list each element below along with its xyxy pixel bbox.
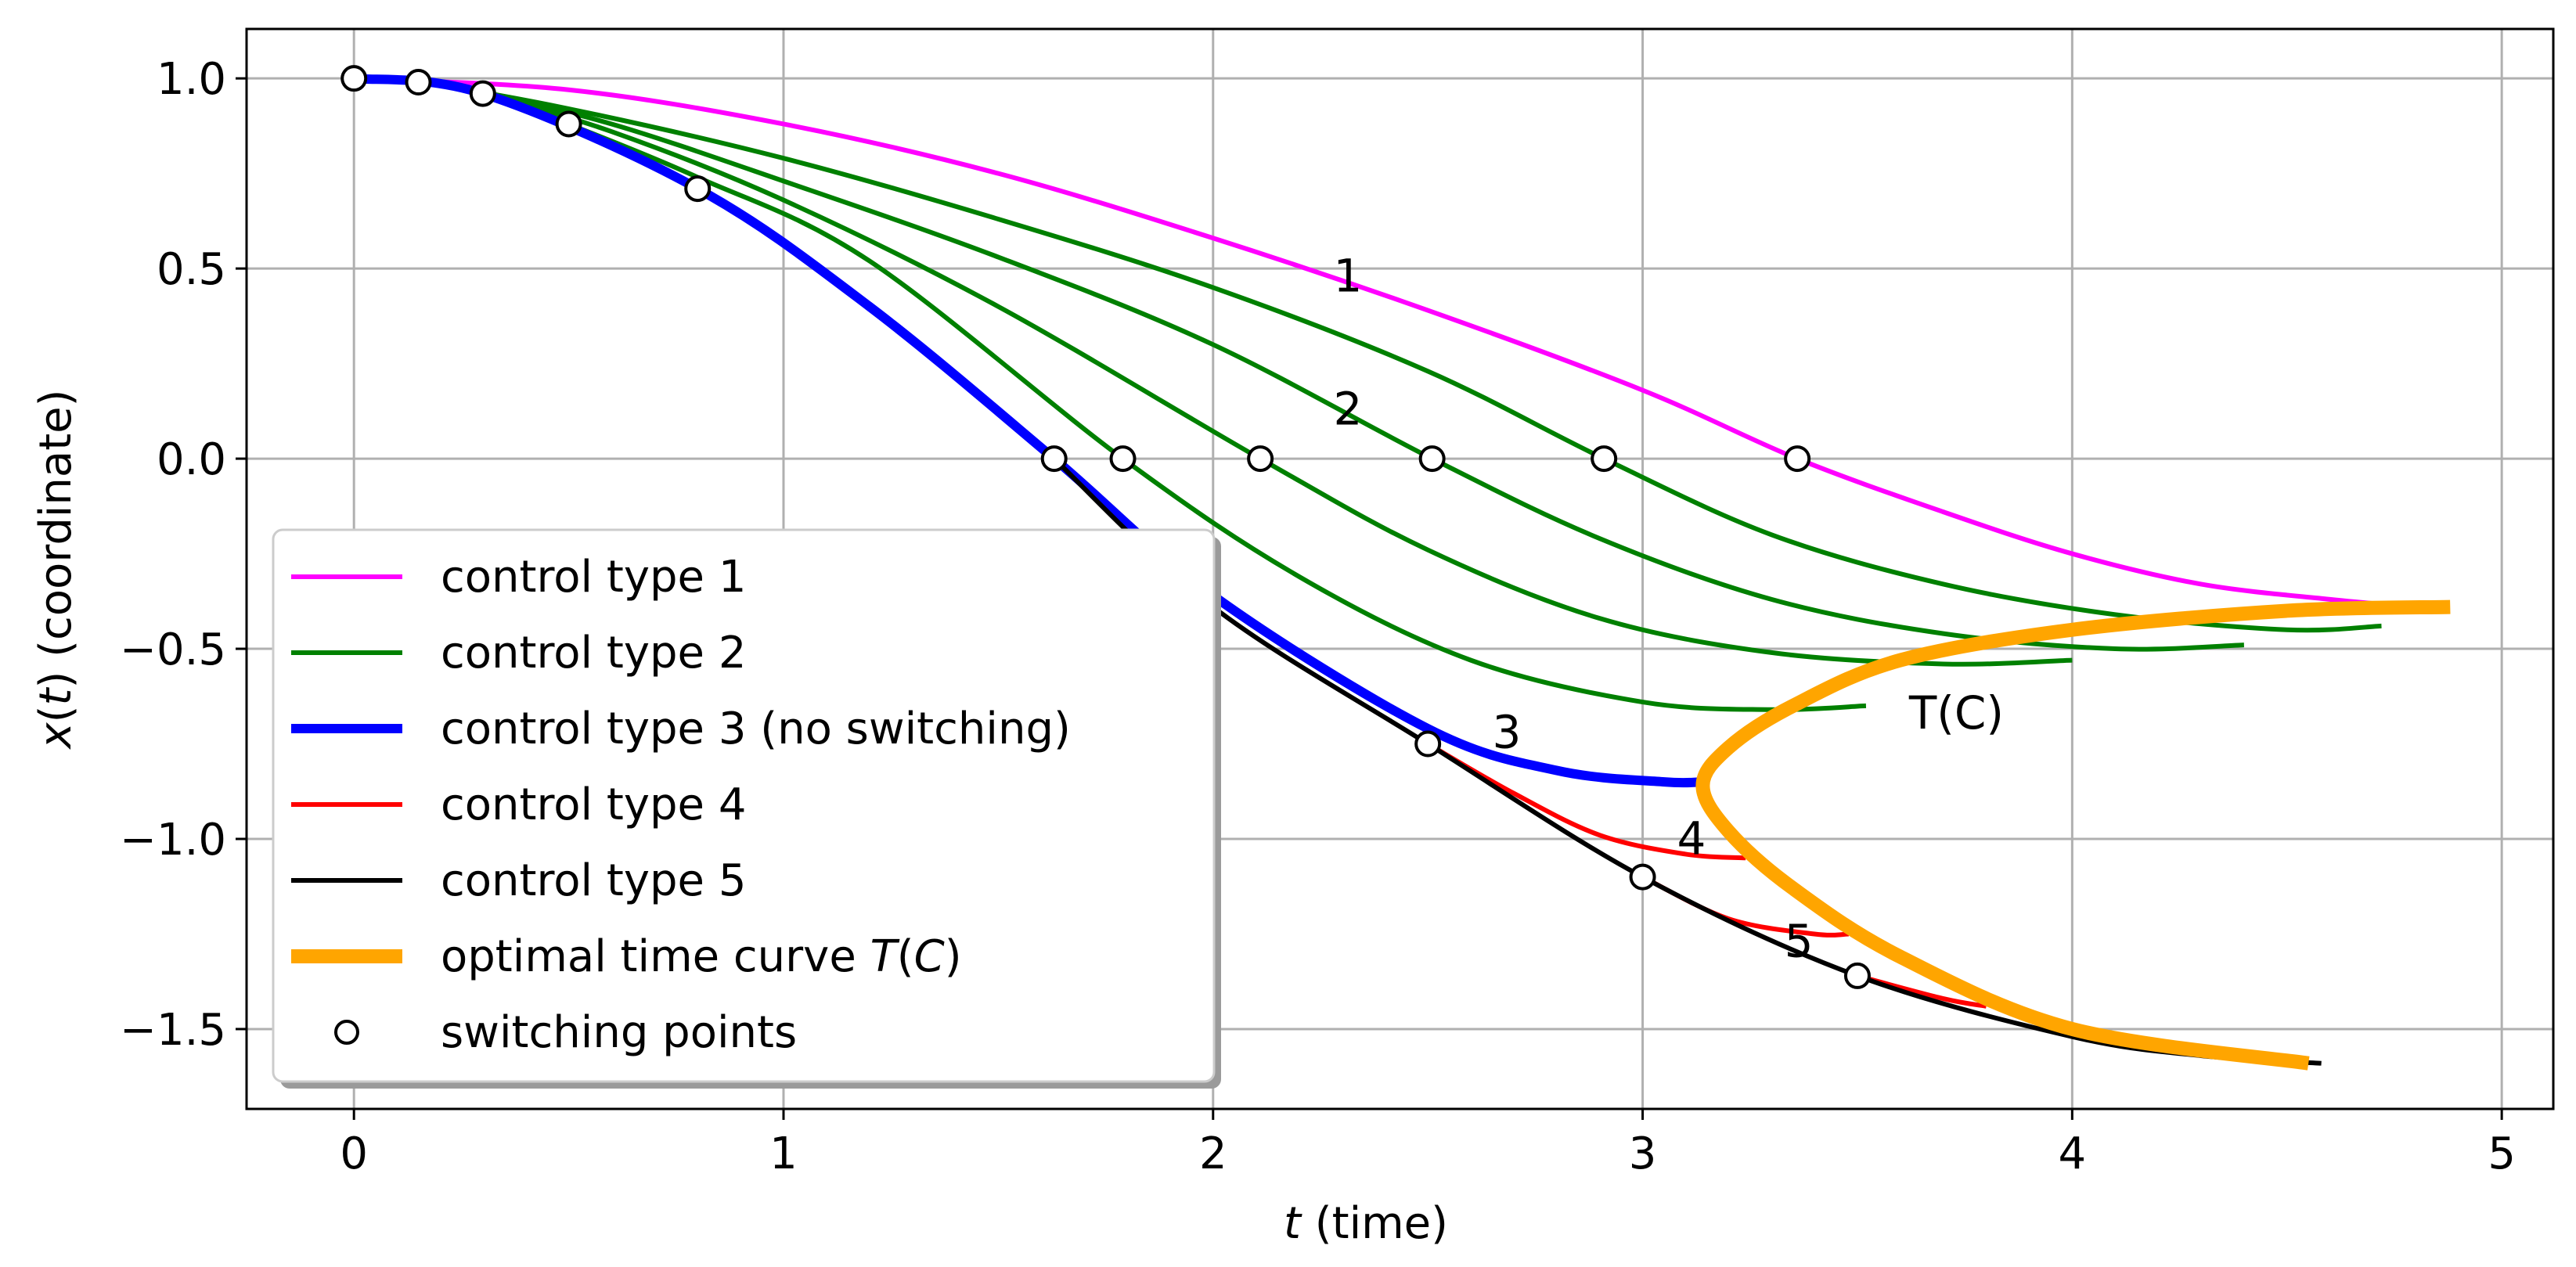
x-axis-label: t (time): [1284, 1198, 1448, 1249]
switching-point: [340, 65, 368, 92]
series-control-type-2-c: [481, 91, 2073, 667]
curve-annotation: 4: [1677, 812, 1706, 865]
switching-point: [1040, 445, 1068, 473]
switching-point: [1414, 730, 1442, 758]
series-group: [353, 74, 2451, 1071]
legend-label-type2: control type 2: [441, 628, 746, 678]
switching-point: [684, 175, 712, 203]
x-tick-label: 1: [769, 1128, 798, 1179]
switching-point: [1784, 445, 1811, 473]
curve-annotation: 3: [1492, 705, 1521, 758]
x-tick-label: 3: [1629, 1128, 1657, 1179]
y-tick-label: −1.0: [120, 815, 226, 866]
y-axis-label: x(t) (coordinate): [31, 390, 81, 750]
switching-point: [1418, 445, 1446, 473]
switching-point: [469, 80, 496, 107]
legend-label-type4: control type 4: [441, 779, 746, 830]
x-tick-label: 0: [340, 1128, 368, 1179]
switching-point: [1591, 445, 1618, 473]
y-tick-label: −1.5: [120, 1005, 226, 1056]
curve-annotation: 2: [1333, 382, 1362, 435]
switching-points-group: [340, 65, 1871, 989]
series-control-type-2-a: [354, 76, 2382, 633]
curve-annotation: 5: [1785, 915, 1814, 968]
annotations-group: 1 2 3 4 5 T(C): [1333, 249, 2004, 967]
legend-marker-switching: [334, 1020, 359, 1045]
switching-point: [1247, 445, 1274, 473]
legend-label-type3: control type 3 (no switching): [441, 704, 1071, 754]
series-optimal-time-curve-t-c: [1695, 599, 2451, 1071]
y-tick-label: −0.5: [120, 625, 226, 675]
x-tick-label: 2: [1199, 1128, 1227, 1179]
legend-box: [272, 528, 1216, 1083]
x-tick-label: 4: [2059, 1128, 2087, 1179]
series-control-type-2-b: [417, 80, 2244, 652]
curve-annotation: T(C): [1908, 686, 2004, 740]
curve-annotation: 1: [1333, 249, 1362, 302]
legend-label-switching: switching points: [441, 1007, 797, 1058]
legend-label-type1: control type 1: [441, 552, 746, 603]
y-tick-label: 0.5: [157, 244, 226, 295]
axes: 0 1 2 3 4 5 1.0 0.5 0.0 −0.5 −1.0 −1.5: [120, 27, 2555, 1179]
legend-label-type5: control type 5: [441, 855, 746, 906]
legend: control type 1 control type 2 control ty…: [272, 528, 1221, 1089]
switching-point: [1843, 962, 1871, 989]
switching-point: [1109, 445, 1137, 473]
x-tick-label: 5: [2488, 1128, 2516, 1179]
series-control-type-2-d: [567, 121, 1867, 712]
switching-point: [405, 69, 432, 96]
y-tick-label: 1.0: [157, 54, 226, 105]
legend-label-optimal: optimal time curve T(C): [441, 931, 962, 982]
series-control-type-1: [354, 76, 2416, 610]
switching-point: [1629, 863, 1656, 891]
y-tick-label: 0.0: [157, 434, 226, 485]
plot-frame: [245, 27, 2555, 1110]
switching-point: [555, 110, 582, 138]
